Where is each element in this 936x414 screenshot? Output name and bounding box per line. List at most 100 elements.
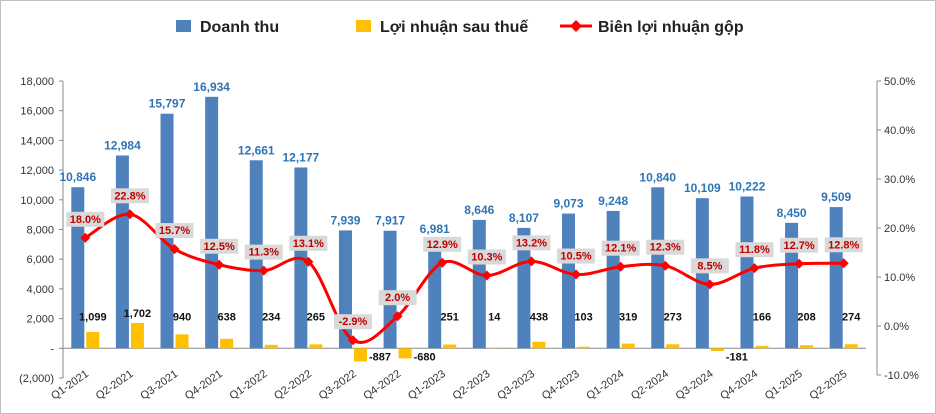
margin-label-box [110, 188, 149, 204]
margin-marker [392, 311, 403, 322]
margin-marker [615, 261, 626, 272]
revenue-data-label: 8,107 [509, 211, 539, 225]
revenue-data-label: 10,109 [684, 181, 721, 195]
revenue-bar [785, 222, 799, 349]
margin-label-box [66, 211, 105, 227]
margin-data-label: 22.8% [114, 190, 145, 202]
x-axis-label: Q2-2024 [629, 368, 671, 402]
x-axis-label: Q4-2024 [718, 368, 760, 402]
net-profit-bar [175, 334, 189, 349]
x-axis-label: Q3-2021 [138, 368, 180, 402]
left-axis-tick-label: 2,000 [26, 314, 54, 326]
margin-marker [838, 258, 849, 269]
margin-marker [303, 256, 314, 267]
revenue-data-label: 10,846 [59, 170, 96, 184]
margin-label-box [646, 239, 685, 255]
margin-label-box [244, 244, 283, 260]
revenue-data-label: 8,450 [777, 206, 807, 220]
net-profit-data-label: 1,099 [79, 311, 107, 323]
net-profit-bar [532, 341, 546, 349]
left-axis-tick-label: 10,000 [20, 195, 54, 207]
net-profit-bar [621, 343, 635, 349]
net-profit-bar [130, 323, 144, 349]
x-axis-label: Q3-2023 [495, 368, 537, 402]
margin-label-box [155, 223, 194, 239]
net-profit-data-label: 940 [173, 311, 191, 323]
margin-data-label: 13.2% [516, 237, 547, 249]
right-axis-tick-label: 30.0% [884, 174, 915, 186]
margin-data-label: 12.9% [427, 239, 458, 251]
net-profit-bar [309, 344, 323, 349]
x-axis-label: Q2-2022 [272, 368, 314, 402]
right-axis-tick-label: 40.0% [884, 125, 915, 137]
margin-marker [749, 263, 760, 274]
net-profit-bar [398, 348, 412, 359]
revenue-data-label: 7,917 [375, 214, 405, 228]
revenue-data-label: 9,248 [598, 194, 628, 208]
margin-data-label: 12.8% [828, 239, 859, 251]
net-profit-bar [86, 331, 100, 349]
margin-data-label: 10.5% [560, 251, 591, 263]
net-profit-data-label: 438 [530, 311, 548, 323]
margin-marker [258, 265, 269, 276]
margin-label-box [512, 235, 551, 251]
margin-marker [347, 335, 358, 346]
legend-label-revenue: Doanh thu [200, 19, 279, 36]
revenue-data-label: 12,177 [283, 150, 320, 164]
margin-data-label: 11.8% [739, 244, 770, 256]
left-axis-tick-label: - [50, 343, 54, 355]
x-axis-label: Q1-2022 [228, 368, 270, 402]
revenue-data-label: 12,984 [104, 138, 141, 152]
margin-marker [794, 258, 805, 269]
revenue-bar [472, 219, 486, 349]
x-axis-label: Q2-2025 [807, 368, 849, 402]
left-axis-tick-label: 6,000 [26, 254, 54, 266]
left-axis-tick-label: 16,000 [20, 106, 54, 118]
margin-label-box [780, 237, 819, 253]
net-profit-bar [844, 344, 858, 349]
margin-label-box [289, 235, 328, 251]
margin-marker [169, 244, 180, 255]
net-profit-data-label: 319 [619, 311, 637, 323]
x-axis-label: Q2-2023 [451, 368, 493, 402]
net-profit-data-label: 638 [217, 311, 235, 323]
legend: Doanh thu Lợi nhuận sau thuế Biên lợi nh… [176, 19, 744, 36]
margin-label-box [200, 238, 239, 254]
net-profit-bar [666, 344, 680, 349]
margin-marker [124, 209, 135, 220]
margin-label-box [333, 314, 372, 330]
net-profit-data-label: -680 [414, 351, 436, 363]
revenue-data-label: 15,797 [149, 97, 186, 111]
x-axis-label: Q3-2024 [674, 368, 716, 402]
net-profit-bar [755, 345, 769, 349]
margin-data-label: 12.7% [783, 240, 814, 252]
revenue-data-label: 10,840 [639, 170, 676, 184]
revenue-bar [562, 213, 576, 349]
revenue-data-label: 8,646 [464, 203, 494, 217]
right-axis-tick-label: 20.0% [884, 223, 915, 235]
revenue-data-label: 6,981 [420, 222, 450, 236]
x-axis-label: Q2-2021 [94, 368, 136, 402]
right-axis-tick-label: 0.0% [884, 321, 909, 333]
margin-label-box [467, 249, 506, 265]
net-profit-data-label: 251 [441, 311, 459, 323]
right-axis-tick-label: -10.0% [884, 370, 919, 382]
margin-label-box [690, 258, 729, 274]
revenue-bar [651, 187, 665, 349]
x-axis-label: Q1-2024 [584, 368, 626, 402]
left-axis-tick-label: 18,000 [20, 76, 54, 88]
revenue-data-label: 16,934 [193, 80, 230, 94]
revenue-bar [205, 96, 219, 349]
net-profit-data-label: 103 [574, 311, 592, 323]
left-axis-tick-label: 4,000 [26, 284, 54, 296]
margin-data-label: 11.3% [248, 247, 279, 259]
margin-marker [214, 259, 225, 270]
margin-data-label: 2.0% [385, 292, 410, 304]
revenue-data-label: 9,073 [554, 197, 584, 211]
right-axis-tick-label: 50.0% [884, 76, 915, 88]
revenue-bar [428, 244, 442, 349]
margin-line [84, 212, 844, 344]
legend-marker-margin [570, 20, 582, 32]
margin-data-label: 12.5% [204, 241, 235, 253]
left-axis-tick-label: 14,000 [20, 135, 54, 147]
